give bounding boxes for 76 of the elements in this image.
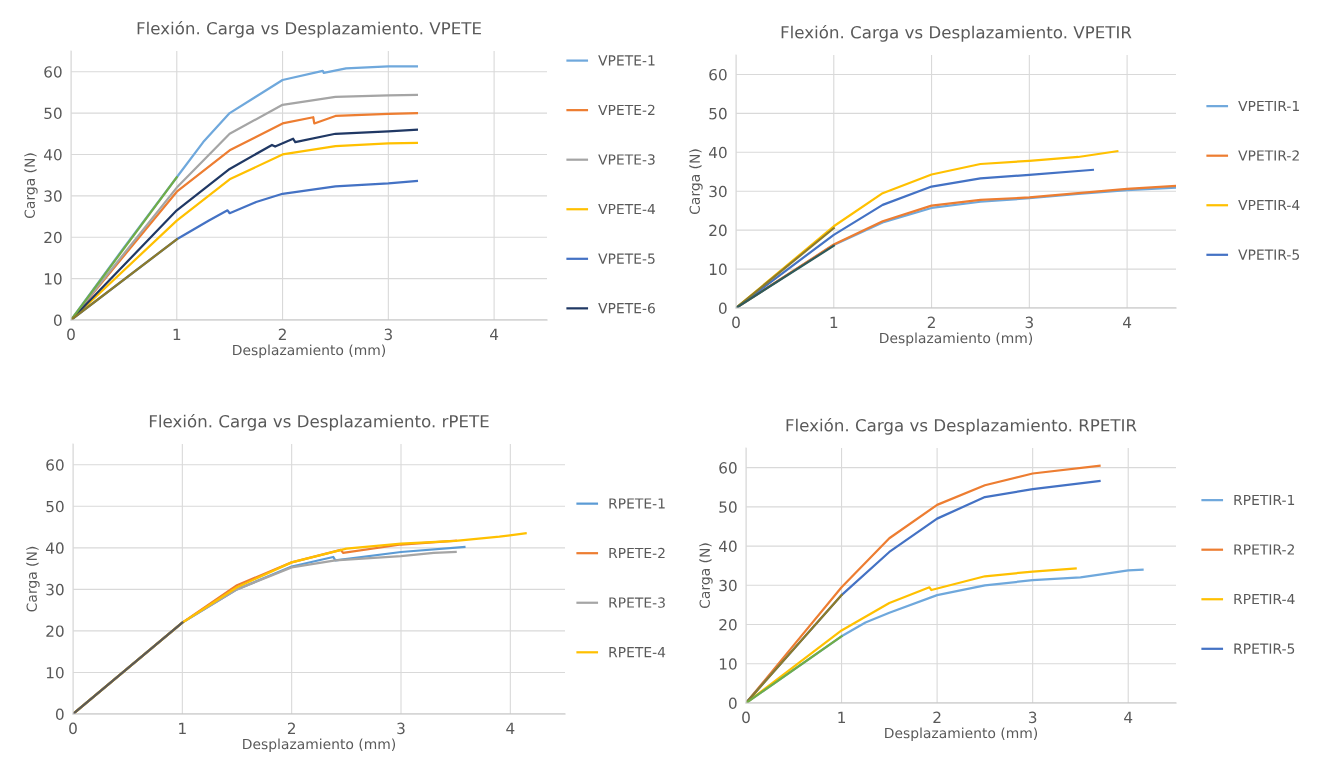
y-tick-label: 20 [44, 231, 62, 244]
line-series [736, 150, 1119, 308]
y-tick-label: 50 [44, 107, 62, 120]
x-tick-label: 4 [490, 328, 499, 340]
chart-title: Flexión. Carga vs Desplazamiento. rPETE [149, 414, 489, 431]
y-tick-label: 60 [44, 66, 62, 78]
x-tick-label: 3 [384, 328, 392, 341]
chart-title: Flexión. Carga vs Desplazamiento. RPETIR [786, 418, 1137, 435]
x-tick-label: 0 [67, 328, 75, 341]
legend-label: VPETE-4 [598, 203, 656, 215]
legend-label: VPETE-2 [598, 104, 655, 115]
legend-label: RPETE-1 [609, 498, 665, 509]
y-tick-label: 10 [44, 273, 62, 285]
x-tick-label: 4 [1124, 711, 1133, 723]
y-tick-label: 10 [46, 666, 64, 679]
legend-label: VPETIR-4 [1238, 199, 1300, 211]
legend-label: RPETIR-1 [1234, 494, 1295, 505]
y-tick-label: 60 [709, 68, 727, 81]
x-tick-label: 4 [1123, 316, 1132, 328]
chart-title: Flexión. Carga vs Desplazamiento. VPETE [137, 21, 481, 38]
y-tick-label: 20 [46, 625, 64, 637]
legend-label: VPETIR-5 [1238, 249, 1300, 260]
x-tick-label: 1 [838, 711, 846, 723]
x-axis-title: Desplazamiento (mm) [880, 332, 1033, 346]
x-tick-label: 2 [933, 711, 941, 723]
x-axis-title: Desplazamiento (mm) [243, 738, 396, 752]
y-axis-title: Carga (N) [26, 546, 40, 612]
y-tick-label: 30 [44, 190, 62, 202]
legend-label: RPETIR-2 [1234, 544, 1294, 555]
x-tick-label: 3 [397, 722, 405, 735]
y-tick-label: 10 [719, 658, 737, 670]
x-tick-label: 1 [830, 316, 838, 328]
legend-label: RPETIR-4 [1234, 593, 1295, 605]
y-tick-label: 50 [46, 500, 64, 513]
y-tick-label: 20 [719, 619, 737, 631]
x-tick-label: 1 [179, 722, 186, 734]
x-tick-label: 2 [927, 316, 935, 328]
y-tick-label: 30 [46, 583, 64, 596]
x-tick-label: 1 [173, 328, 181, 340]
y-tick-label: 30 [709, 185, 727, 198]
x-tick-label: 2 [287, 722, 295, 734]
legend-label: VPETE-3 [598, 154, 655, 165]
legend-label: VPETE-1 [598, 55, 655, 66]
y-tick-label: 40 [708, 146, 727, 159]
legend-label: VPETIR-1 [1238, 100, 1299, 111]
x-tick-label: 4 [506, 722, 515, 734]
chart-title: Flexión. Carga vs Desplazamiento. VPETIR [781, 25, 1132, 42]
legend-label: RPETIR-5 [1234, 643, 1295, 654]
y-axis-title: Carga (N) [24, 153, 38, 219]
y-tick-label: 60 [46, 459, 64, 471]
y-tick-label: 50 [719, 501, 737, 513]
y-tick-label: 50 [709, 107, 727, 120]
y-tick-label: 40 [718, 540, 737, 553]
y-tick-label: 0 [718, 302, 727, 315]
x-tick-label: 0 [69, 722, 77, 735]
x-axis-title: Desplazamiento (mm) [233, 344, 386, 358]
y-axis-title: Carga (N) [699, 543, 713, 609]
legend-label: RPETE-2 [609, 547, 665, 559]
legend-label: VPETIR-2 [1238, 150, 1299, 161]
legend-label: RPETE-4 [609, 647, 666, 658]
x-tick-label: 3 [1025, 316, 1033, 329]
y-tick-label: 10 [709, 263, 727, 276]
x-tick-label: 2 [278, 328, 286, 340]
legend-label: VPETE-5 [598, 253, 655, 264]
x-tick-label: 3 [1028, 711, 1037, 724]
legend-label: RPETE-3 [609, 597, 665, 608]
y-axis-title: Carga (N) [689, 149, 703, 215]
x-axis-title: Desplazamiento (mm) [885, 727, 1038, 741]
y-tick-label: 20 [709, 224, 727, 237]
x-tick-label: 0 [742, 711, 750, 724]
y-tick-label: 60 [719, 462, 737, 474]
y-tick-label: 30 [719, 579, 737, 592]
y-tick-label: 40 [43, 148, 62, 161]
legend-label: VPETE-6 [598, 302, 655, 314]
y-tick-label: 0 [728, 697, 737, 710]
y-tick-label: 40 [45, 542, 64, 554]
